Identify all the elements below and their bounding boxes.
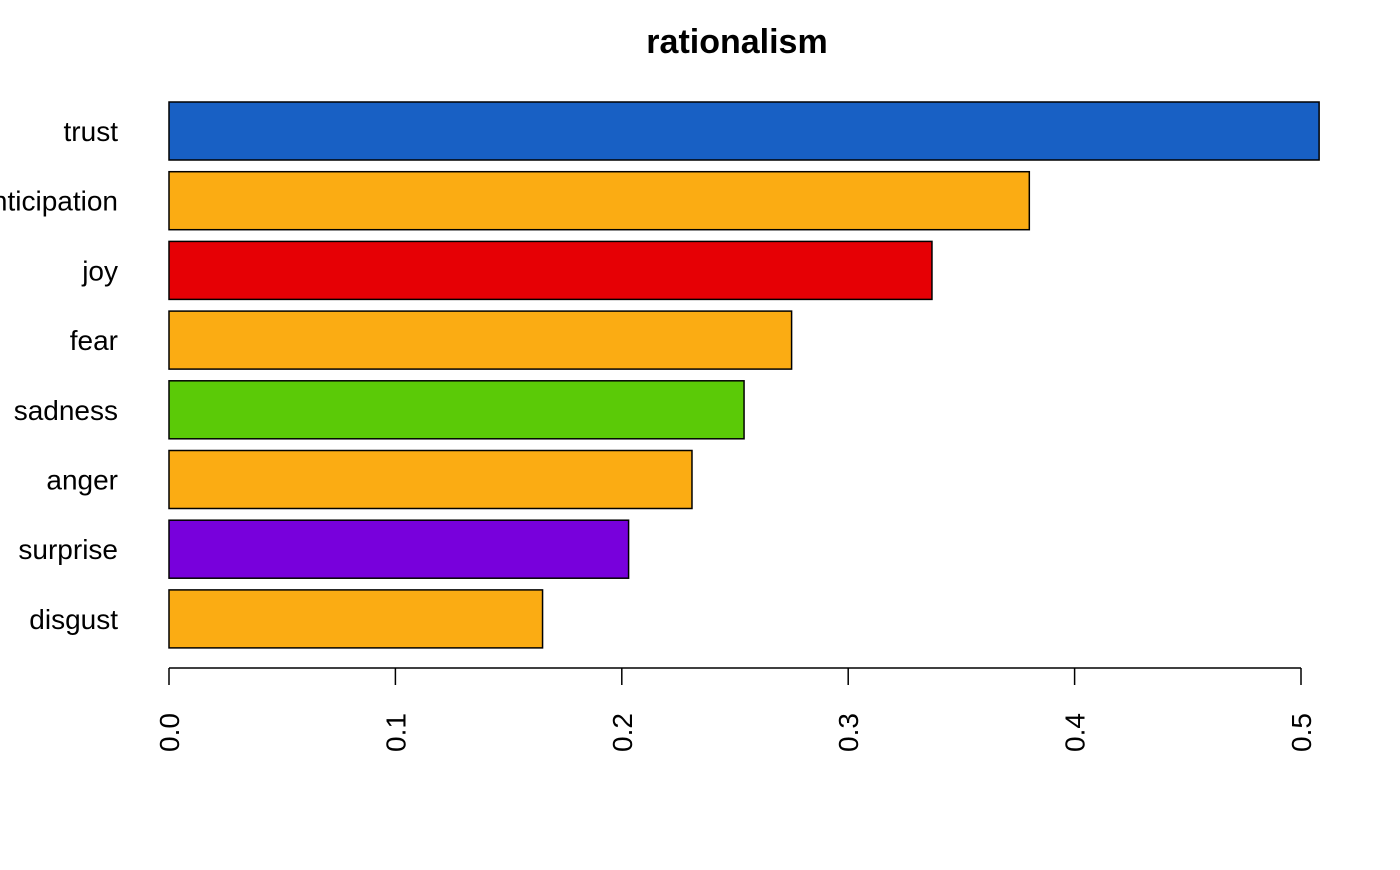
bar-anticipation	[168, 170, 1031, 231]
x-axis: 0.0 0.1 0.2 0.3 0.4 0.5	[154, 667, 1317, 752]
bar-fear	[168, 310, 793, 370]
category-label-fear: fear	[70, 325, 118, 356]
category-label-sadness: sadness	[14, 395, 118, 426]
category-label-anger: anger	[46, 465, 118, 496]
category-label-surprise: surprise	[18, 534, 118, 565]
bars	[168, 101, 1320, 649]
bar-trust	[168, 101, 1320, 161]
bar-disgust	[168, 589, 544, 649]
bar-joy	[168, 240, 933, 301]
x-tick-label: 0.4	[1060, 713, 1091, 752]
category-label-disgust: disgust	[29, 604, 118, 635]
category-label-trust: trust	[64, 116, 119, 147]
bar-surprise	[168, 519, 630, 579]
category-labels: trust anticipation joy fear sadness anger surp…	[0, 116, 118, 635]
x-tick-label: 0.3	[833, 713, 864, 752]
category-label-anticipation: anticipation	[0, 186, 118, 217]
x-tick-label: 0.2	[607, 713, 638, 752]
bar-sadness	[168, 380, 745, 440]
x-tick-label: 0.1	[380, 713, 411, 752]
x-tick-label: 0.5	[1286, 713, 1317, 752]
x-tick-label: 0.0	[154, 713, 185, 752]
category-label-joy: joy	[81, 255, 118, 286]
bar-anger	[168, 449, 693, 510]
chart-title: rationalism	[646, 23, 827, 61]
